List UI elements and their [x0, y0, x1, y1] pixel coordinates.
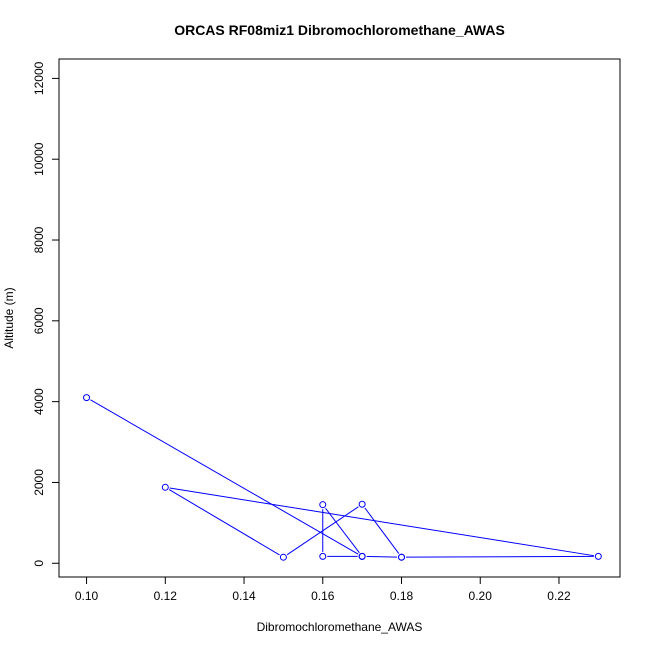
series-line-segment	[366, 555, 398, 558]
data-point	[83, 394, 91, 402]
series-line-segment	[286, 506, 359, 556]
x-tick-label: 0.10	[75, 589, 99, 603]
x-tick-label: 0.14	[232, 589, 256, 603]
y-tick-label: 6000	[32, 307, 46, 334]
x-tick-label: 0.22	[547, 589, 571, 603]
y-axis: 0 2000 4000 6000 8000 10000 12000	[32, 61, 60, 567]
data-point	[398, 553, 406, 561]
y-axis-label: Altitude (m)	[2, 287, 16, 348]
series-line-segment	[364, 507, 400, 554]
x-tick-label: 0.18	[390, 589, 414, 603]
y-tick-label: 2000	[32, 469, 46, 496]
series-line-segment	[168, 489, 280, 556]
series-line-segment	[406, 555, 594, 558]
series-line-segment	[169, 487, 594, 557]
series-line-segment	[90, 399, 359, 555]
plot-frame	[58, 58, 621, 578]
x-axis-label: Dibromochloromethane_AWAS	[257, 620, 423, 634]
y-tick-label: 8000	[32, 226, 46, 253]
data-point	[319, 552, 327, 560]
x-tick-label: 0.16	[311, 589, 335, 603]
data-point	[594, 552, 602, 560]
y-tick-label: 12000	[32, 61, 46, 95]
data-point	[279, 553, 287, 561]
x-tick-label: 0.20	[469, 589, 493, 603]
series-layer	[83, 394, 602, 561]
data-point	[358, 500, 366, 508]
data-point	[358, 552, 366, 560]
x-tick-label: 0.12	[154, 589, 178, 603]
series-line-segment	[325, 507, 360, 554]
y-tick-label: 4000	[32, 388, 46, 415]
y-tick-label: 0	[32, 560, 46, 567]
x-axis: 0.10 0.12 0.14 0.16 0.18 0.20 0.22	[75, 576, 571, 603]
data-point	[161, 483, 169, 491]
data-point	[319, 501, 327, 509]
chart-title: ORCAS RF08miz1 Dibromochloromethane_AWAS	[174, 22, 505, 38]
y-tick-label: 10000	[32, 142, 46, 176]
